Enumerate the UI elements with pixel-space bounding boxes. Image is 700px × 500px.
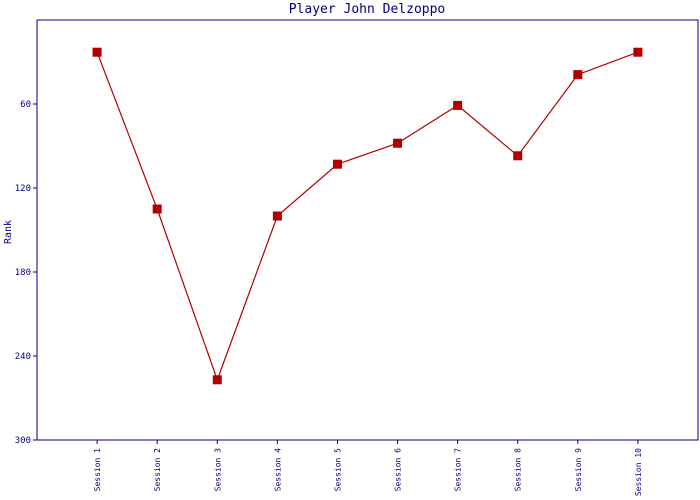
x-tick-label: Session 3 [213,448,222,492]
point-marker [272,211,282,221]
x-tick-label: Session 2 [153,448,162,492]
y-tick-label: 120 [15,184,31,194]
x-tick-label: Session 4 [273,448,282,492]
y-tick-label: 240 [15,352,31,362]
y-tick-label: 180 [15,268,31,278]
x-tick-label: Session 10 [634,448,643,496]
point-marker [332,159,342,169]
plot-frame [36,19,699,441]
x-tick-label: Session 5 [333,448,342,492]
point-marker [212,375,222,385]
x-tick-label: Session 7 [454,448,463,492]
point-marker [393,138,403,148]
x-tick-label: Session 8 [514,448,523,492]
x-tick-label: Session 6 [394,448,403,492]
point-marker [453,100,463,110]
x-tick-label: Session 1 [93,448,102,492]
y-axis-label: Rank [3,220,14,244]
point-marker [633,47,643,57]
y-tick-label: 60 [20,100,31,110]
point-marker [92,47,102,57]
series-line [96,51,639,382]
point-marker [513,151,523,161]
point-marker [573,70,583,80]
point-marker [152,204,162,214]
chart-title: Player John Delzoppo [289,2,446,17]
y-tick-label: 300 [15,436,31,446]
x-tick-label: Session 9 [574,448,583,492]
